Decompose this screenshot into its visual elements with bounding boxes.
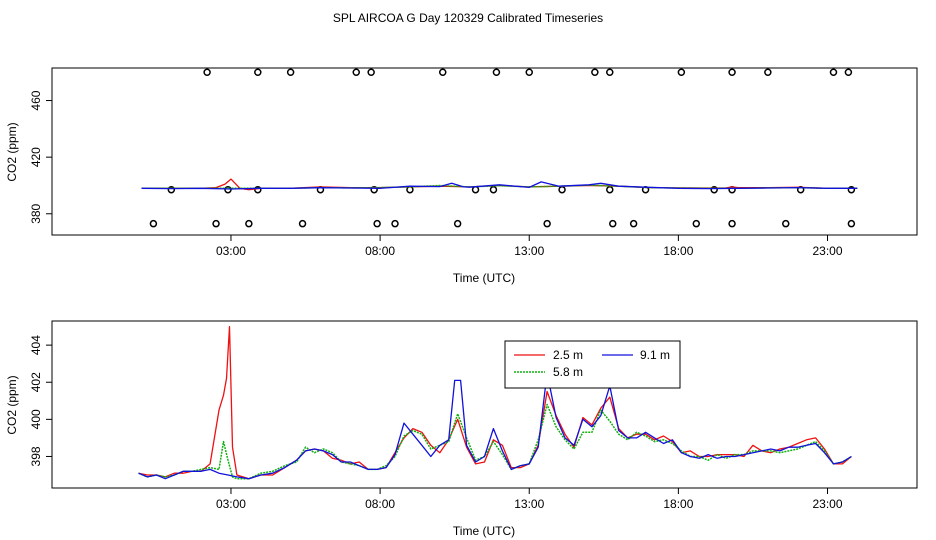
top-calibration-point — [847, 185, 856, 194]
top-calibration-point — [543, 219, 551, 228]
legend-box — [504, 340, 681, 389]
bottom-y-tick-label: 398 — [29, 446, 43, 466]
top-calibration-point — [692, 219, 701, 228]
top-calibration-point — [203, 68, 211, 76]
bottom-x-tick-label: 23:00 — [813, 497, 843, 511]
top-calibration-point — [367, 68, 375, 76]
legend: 2.5 m 9.1 m 5.8 m — [504, 340, 681, 389]
top-calibration-point — [844, 68, 853, 76]
top-calibration-point — [728, 68, 736, 76]
bottom-x-tick-label: 18:00 — [663, 497, 693, 511]
bottom-xlabel: Time (UTC) — [453, 524, 515, 538]
top-calibration-point — [591, 68, 599, 76]
bottom-series-lines — [138, 325, 852, 480]
bottom-panel: Time (UTC) CO2 (ppm) 03:00 08:00 13:00 18:0… — [5, 320, 918, 538]
top-calibration-point — [224, 185, 232, 194]
bottom-y-tick-label: 400 — [29, 409, 43, 429]
top-calibration-point — [829, 68, 838, 76]
top-calibration-point — [782, 219, 790, 228]
bottom-axis-ticks: 03:00 08:00 13:00 18:00 23:00 398 400 402 404 — [29, 335, 843, 511]
bottom-line-9-1-m — [138, 372, 852, 480]
top-calibration-point — [453, 219, 462, 228]
top-ylabel: CO2 (ppm) — [5, 122, 19, 181]
top-calibration-point — [254, 68, 262, 76]
top-calibration-point — [352, 68, 360, 76]
top-calibration-point — [391, 219, 399, 228]
top-y-tick-label: 460 — [29, 90, 43, 110]
top-calibration-point — [606, 68, 614, 76]
top-y-tick-label: 420 — [29, 147, 43, 167]
top-calibration-point — [471, 185, 480, 194]
bottom-ylabel: CO2 (ppm) — [5, 375, 19, 434]
bottom-x-tick-label: 13:00 — [514, 497, 544, 511]
top-calibration-point — [298, 219, 307, 228]
top-x-tick-label: 08:00 — [365, 244, 395, 258]
top-calibration-point — [728, 219, 736, 228]
top-calibration-point — [167, 185, 176, 194]
bottom-plot-frame — [51, 320, 918, 489]
top-calibration-point — [245, 219, 253, 228]
bottom-x-tick-label: 03:00 — [216, 497, 246, 511]
top-calibration-point — [764, 68, 772, 76]
top-calibration-point — [286, 68, 295, 76]
top-series-lines — [141, 178, 858, 191]
legend-label-2-5m: 2.5 m — [553, 348, 583, 362]
bottom-y-tick-label: 402 — [29, 372, 43, 392]
top-calibration-point — [489, 185, 498, 194]
top-calibration-point — [438, 68, 447, 76]
top-x-tick-label: 18:00 — [663, 244, 693, 258]
top-calibration-point — [606, 185, 614, 194]
top-calibration-point — [629, 219, 638, 228]
top-axis-ticks: 03:00 08:00 13:00 18:00 23:00 380 420 460 — [29, 90, 843, 258]
top-calibration-point — [710, 185, 718, 194]
top-line-5-8-m — [141, 184, 858, 190]
chart-title: SPL AIRCOA G Day 120329 Calibrated Times… — [333, 11, 603, 25]
top-line-9-1-m — [141, 181, 858, 190]
top-x-tick-label: 03:00 — [216, 244, 246, 258]
top-x-tick-label: 13:00 — [514, 244, 544, 258]
top-calibration-point — [492, 68, 501, 76]
bottom-line-5-8-m — [138, 403, 852, 480]
bottom-y-tick-label: 404 — [29, 335, 43, 355]
top-x-tick-label: 23:00 — [813, 244, 843, 258]
bottom-x-tick-label: 08:00 — [365, 497, 395, 511]
top-calibration-point — [212, 219, 220, 228]
top-calibration-point — [558, 185, 566, 194]
legend-label-9-1m: 9.1 m — [640, 348, 670, 362]
top-calibration-point — [847, 219, 856, 228]
top-calibration-point — [677, 68, 686, 76]
top-calibration-point — [149, 219, 158, 228]
top-calibration-point — [254, 185, 262, 194]
top-calibration-points — [149, 68, 856, 228]
bottom-line-2-5-m — [138, 325, 852, 480]
top-panel: Time (UTC) CO2 (ppm) 03:00 08:00 13:00 18:0… — [5, 67, 918, 285]
top-calibration-point — [609, 219, 617, 228]
top-calibration-point — [525, 68, 533, 76]
top-plot-frame — [51, 67, 918, 236]
legend-label-5-8m: 5.8 m — [553, 365, 583, 379]
top-y-tick-label: 380 — [29, 203, 43, 223]
top-calibration-point — [370, 185, 378, 194]
top-calibration-point — [373, 219, 381, 228]
top-calibration-point — [796, 185, 805, 194]
top-xlabel: Time (UTC) — [453, 271, 515, 285]
